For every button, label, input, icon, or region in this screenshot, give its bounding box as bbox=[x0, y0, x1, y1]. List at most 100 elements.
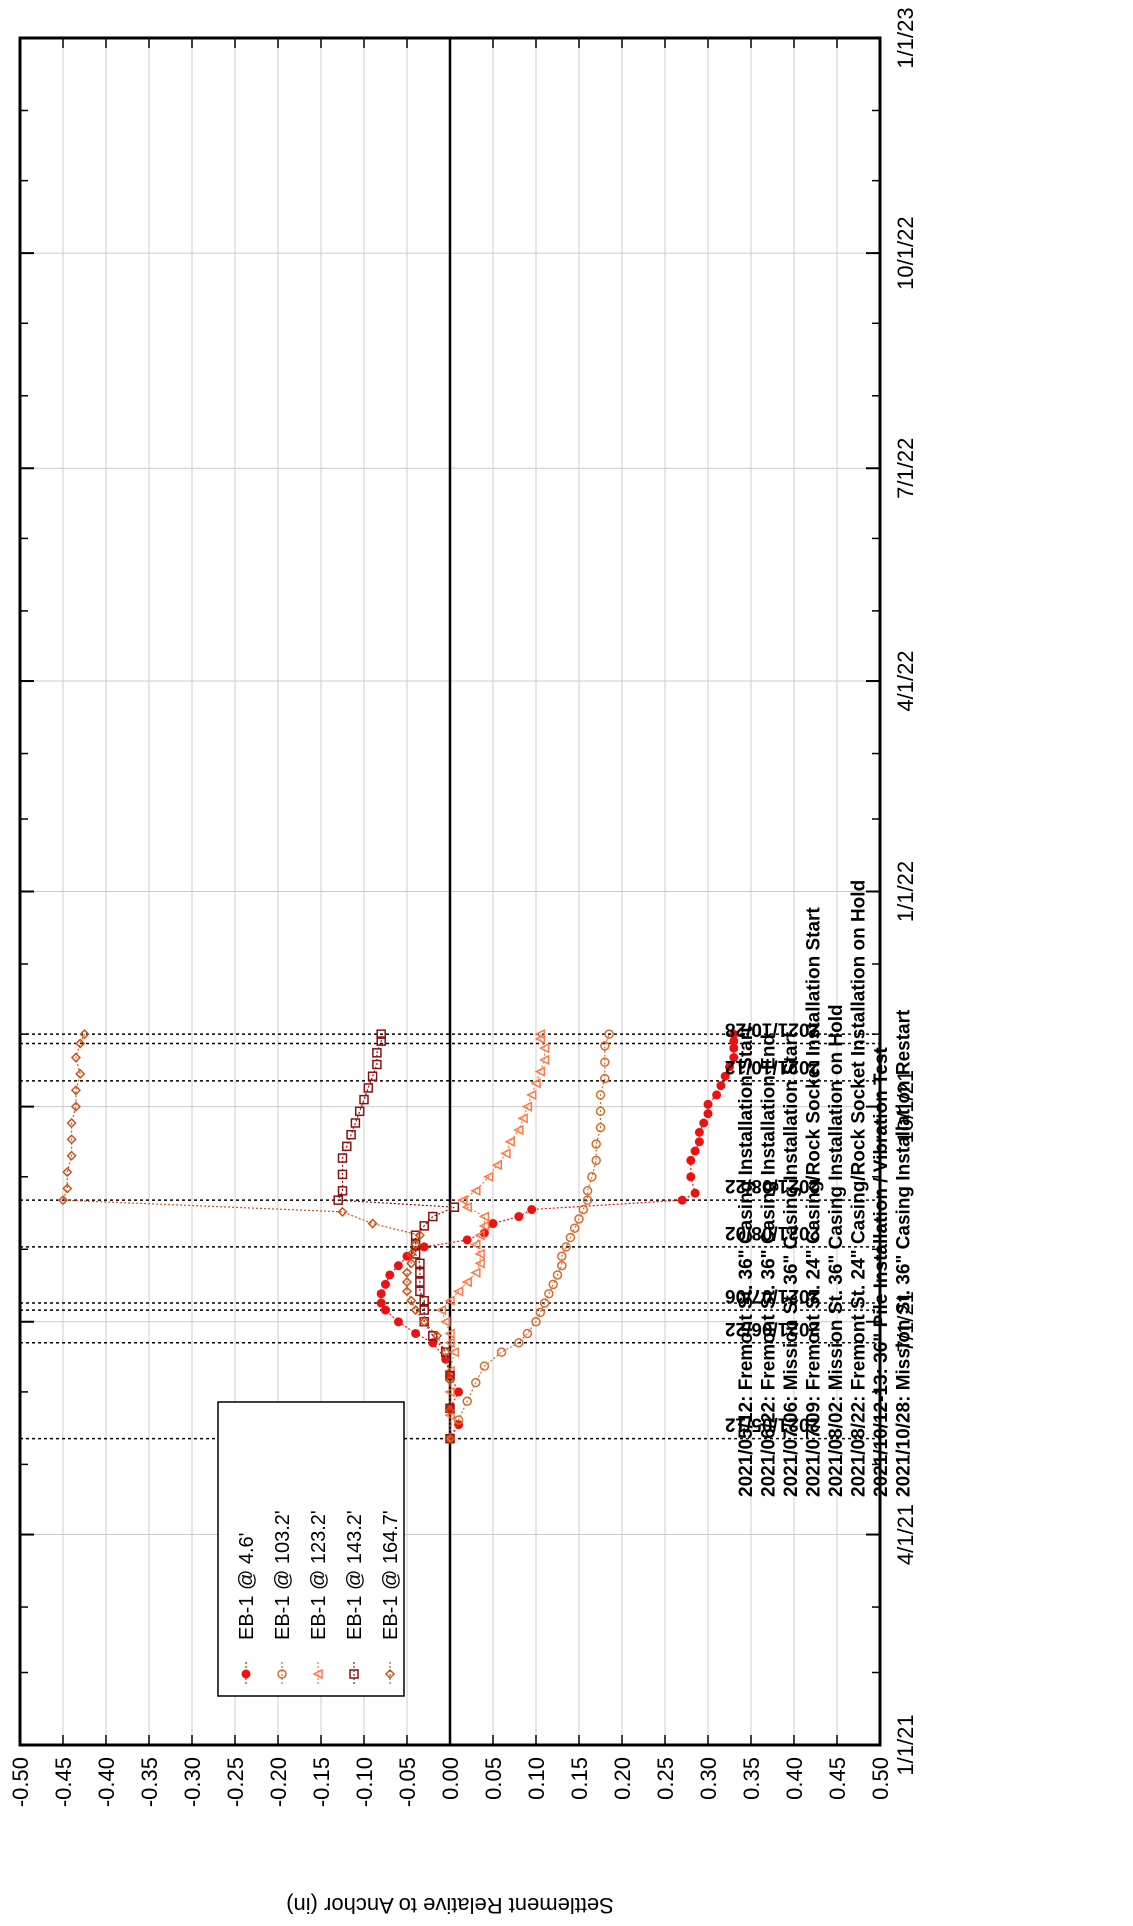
tick-label-settlement: 0.50 bbox=[868, 1757, 893, 1800]
data-point bbox=[716, 1081, 726, 1091]
data-point bbox=[401, 1267, 413, 1278]
data-point bbox=[57, 1195, 69, 1206]
data-point bbox=[70, 1101, 81, 1112]
event-note: 2021/10/12-13: 36" Pile Installation / V… bbox=[871, 1047, 892, 1497]
series-line bbox=[449, 1033, 610, 1439]
data-point bbox=[337, 1186, 348, 1196]
data-point bbox=[376, 1298, 386, 1308]
data-point bbox=[526, 1089, 537, 1101]
tick-label-settlement: 0.00 bbox=[438, 1757, 463, 1800]
series-line bbox=[62, 1033, 451, 1439]
data-point bbox=[504, 1136, 515, 1147]
event-note: 2021/05/12: Fremont St. 36" Casing Insta… bbox=[736, 1026, 757, 1497]
data-point bbox=[527, 1205, 537, 1215]
tick-label-settlement: 0.45 bbox=[825, 1757, 850, 1800]
data-point bbox=[513, 1124, 524, 1136]
event-labels: 2021/05/12 2021/06/22 2021/07/06 2021/08/02… bbox=[725, 1018, 820, 1434]
data-point bbox=[500, 1148, 511, 1159]
data-point bbox=[449, 1202, 460, 1212]
data-point bbox=[445, 1370, 455, 1381]
data-point bbox=[461, 1276, 472, 1288]
event-note: 2021/08/22: Fremont St. 24" Casing/Rock … bbox=[849, 880, 870, 1497]
data-point bbox=[462, 1396, 472, 1407]
data-point bbox=[517, 1113, 528, 1124]
data-point bbox=[578, 1204, 589, 1215]
tick-label-settlement: -0.25 bbox=[223, 1757, 248, 1807]
data-point bbox=[521, 1101, 533, 1112]
tick-label-settlement: 0.15 bbox=[567, 1757, 592, 1800]
data-point bbox=[538, 1054, 550, 1066]
data-point bbox=[406, 1248, 417, 1260]
data-point bbox=[79, 1029, 90, 1040]
data-point bbox=[393, 1261, 403, 1271]
data-point bbox=[514, 1338, 524, 1348]
data-point bbox=[75, 1068, 86, 1079]
data-point bbox=[538, 1042, 550, 1054]
data-point bbox=[406, 1258, 417, 1269]
tick-label-date: 1/1/21 bbox=[893, 1714, 918, 1775]
data-point bbox=[534, 1066, 546, 1077]
data-point bbox=[461, 1201, 472, 1213]
data-point bbox=[241, 1669, 251, 1679]
data-point bbox=[474, 1248, 485, 1260]
data-point bbox=[444, 1328, 455, 1339]
data-point bbox=[557, 1251, 567, 1262]
data-point bbox=[703, 1099, 713, 1109]
data-point bbox=[694, 1127, 704, 1137]
data-point bbox=[457, 1194, 468, 1206]
tick-label-settlement: 0.35 bbox=[739, 1757, 764, 1800]
series-2 bbox=[445, 1029, 614, 1444]
tick-label-settlement: -0.35 bbox=[137, 1757, 162, 1807]
data-point bbox=[372, 1048, 382, 1058]
event-label: 2021/08/02 bbox=[725, 1222, 820, 1243]
tick-label-date: 7/1/22 bbox=[893, 438, 918, 499]
data-point bbox=[444, 1405, 456, 1416]
data-point bbox=[66, 1150, 77, 1161]
data-point bbox=[66, 1134, 77, 1145]
data-point bbox=[376, 1289, 386, 1299]
data-point bbox=[454, 1387, 464, 1397]
data-point bbox=[539, 1298, 550, 1308]
data-point bbox=[474, 1230, 485, 1241]
data-point bbox=[346, 1129, 356, 1140]
data-point bbox=[410, 1305, 421, 1316]
data-point bbox=[582, 1195, 593, 1205]
data-point bbox=[565, 1232, 576, 1243]
data-point bbox=[514, 1212, 524, 1222]
data-point bbox=[557, 1260, 567, 1271]
data-point bbox=[62, 1167, 73, 1178]
data-point bbox=[582, 1186, 593, 1196]
event-label: 2021/10/28 bbox=[725, 1018, 820, 1039]
data-point bbox=[530, 1078, 541, 1089]
data-point bbox=[462, 1235, 472, 1245]
data-point bbox=[686, 1172, 696, 1182]
data-point bbox=[496, 1347, 507, 1357]
data-point bbox=[337, 1169, 348, 1180]
data-point bbox=[699, 1118, 709, 1128]
data-point bbox=[66, 1117, 77, 1129]
data-point bbox=[445, 1403, 455, 1414]
data-point bbox=[725, 1062, 734, 1072]
series-3 bbox=[435, 1028, 550, 1444]
data-point bbox=[703, 1109, 713, 1119]
data-point bbox=[435, 1304, 447, 1316]
tick-label-settlement: 0.10 bbox=[524, 1757, 549, 1800]
data-point bbox=[729, 1053, 739, 1063]
data-point bbox=[677, 1195, 687, 1205]
data-point bbox=[531, 1317, 541, 1327]
data-point bbox=[444, 1433, 456, 1444]
event-label: 2021/10/12 bbox=[725, 1056, 820, 1077]
data-point bbox=[440, 1347, 451, 1358]
data-point bbox=[410, 1230, 421, 1240]
data-point bbox=[333, 1195, 343, 1205]
data-point bbox=[479, 1361, 490, 1371]
data-point bbox=[381, 1305, 390, 1315]
tick-label-date: 10/1/21 bbox=[893, 1070, 918, 1143]
event-note: 2021/06/22: Fremont St. 36" Casing Insta… bbox=[759, 1034, 780, 1497]
tick-label-settlement: 0.40 bbox=[782, 1757, 807, 1800]
data-point bbox=[474, 1258, 485, 1269]
legend-label: EB-1 @ 123.2' bbox=[308, 1510, 330, 1640]
event-label: 2021/07/06 bbox=[725, 1285, 820, 1306]
data-point bbox=[478, 1220, 490, 1232]
